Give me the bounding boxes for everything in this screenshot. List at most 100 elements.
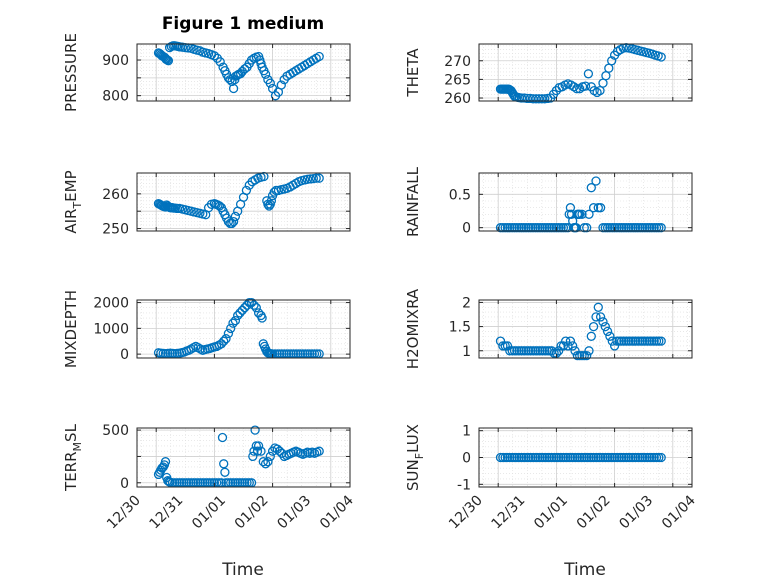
data-point xyxy=(612,223,622,233)
data-point xyxy=(554,452,564,463)
data-point xyxy=(233,310,243,321)
data-point xyxy=(505,452,515,463)
data-point xyxy=(258,457,268,467)
y-tick-label: 2 xyxy=(462,295,471,311)
data-point xyxy=(163,56,174,66)
data-point xyxy=(591,312,601,322)
data-point xyxy=(586,183,596,193)
figure-title: Figure 1 medium xyxy=(162,14,324,34)
y-tick-label: 250 xyxy=(102,222,129,238)
data-point xyxy=(516,93,527,103)
axes-frame xyxy=(478,43,693,102)
data-point xyxy=(521,346,531,356)
data-point xyxy=(602,326,613,337)
data-point xyxy=(184,345,194,355)
data-point xyxy=(228,318,238,328)
axes-frame xyxy=(136,43,351,102)
x-tick-label: 01/04 xyxy=(317,492,357,532)
data-point xyxy=(188,343,199,353)
data-point xyxy=(191,341,201,352)
y-tick-label: 265 xyxy=(444,72,471,88)
data-point xyxy=(193,343,203,353)
data-point xyxy=(531,94,541,104)
y-tick-label: 0.5 xyxy=(449,187,471,203)
data-point xyxy=(158,462,168,472)
data-point xyxy=(656,223,666,233)
axes-frame xyxy=(478,172,693,232)
data-point xyxy=(591,176,601,186)
y-tick-label: 2000 xyxy=(93,296,129,312)
data-point xyxy=(257,313,267,323)
data-point xyxy=(537,452,548,463)
data-point xyxy=(237,305,247,315)
data-point xyxy=(260,459,271,469)
x-axis-label-right: Time xyxy=(563,560,606,580)
data-point xyxy=(528,223,538,233)
data-point xyxy=(579,350,589,361)
y-tick-label: 260 xyxy=(444,91,471,107)
x-tick-label: 01/03 xyxy=(274,493,314,533)
panel-rainfall: 0 0.5 RAINFALL xyxy=(404,166,693,237)
data-point xyxy=(607,56,617,66)
data-point xyxy=(219,459,229,469)
data-point xyxy=(630,336,641,346)
data-point xyxy=(588,452,599,463)
data-point xyxy=(528,94,538,104)
y-tick-label: 500 xyxy=(102,423,129,439)
data-point xyxy=(577,209,587,219)
data-point xyxy=(570,452,580,463)
data-point xyxy=(240,64,250,74)
data-point xyxy=(612,336,622,346)
data-point xyxy=(595,452,606,463)
y-axis-label: RAINFALL xyxy=(404,166,422,237)
data-point xyxy=(656,336,666,346)
data-point xyxy=(228,83,239,94)
data-point xyxy=(505,223,515,233)
y-tick-label: 1 xyxy=(462,344,471,360)
x-tick-label: 12/30 xyxy=(446,493,486,533)
data-point xyxy=(241,185,252,196)
y-tick-label: 1.5 xyxy=(449,320,471,336)
data-point xyxy=(314,446,324,456)
x-tick-label: 01/04 xyxy=(659,492,699,532)
y-tick-label: 260 xyxy=(102,187,129,203)
x-axis-label-left: Time xyxy=(221,560,264,580)
data-point xyxy=(215,57,225,67)
data-point xyxy=(528,346,538,356)
data-point xyxy=(584,346,594,356)
panel-terr-msl: 0 500 TERRMSL 12/30 12/31 01/01 01/02 01/03 01/0… xyxy=(62,423,357,532)
data-point xyxy=(260,69,271,79)
data-point xyxy=(221,334,231,344)
data-point xyxy=(495,336,506,346)
x-tick-label: 01/02 xyxy=(232,493,272,533)
data-point xyxy=(537,223,548,233)
data-point xyxy=(547,452,557,463)
y-axis-label: SUNFLUX xyxy=(404,424,426,491)
data-point xyxy=(554,346,564,356)
data-point xyxy=(554,223,564,233)
data-point xyxy=(656,452,666,463)
y-axis-label: H2OMIXRA xyxy=(404,288,422,369)
y-tick-label: 0 xyxy=(462,221,471,237)
data-point xyxy=(263,457,273,467)
data-point xyxy=(502,341,513,351)
data-point xyxy=(276,80,286,90)
data-point xyxy=(253,441,264,451)
data-point xyxy=(561,336,571,346)
data-point xyxy=(528,452,538,463)
y-tick-label: 1000 xyxy=(93,321,129,337)
data-point xyxy=(656,52,666,62)
data-point xyxy=(266,196,277,206)
data-point xyxy=(630,223,641,233)
data-point xyxy=(505,346,515,356)
data-point xyxy=(605,452,615,463)
data-point xyxy=(547,223,557,233)
data-point xyxy=(534,94,544,104)
data-point xyxy=(305,174,316,184)
data-point xyxy=(226,323,236,334)
data-point xyxy=(230,211,241,222)
axes-frame xyxy=(136,427,351,488)
data-point xyxy=(537,94,547,104)
data-point xyxy=(595,203,606,213)
